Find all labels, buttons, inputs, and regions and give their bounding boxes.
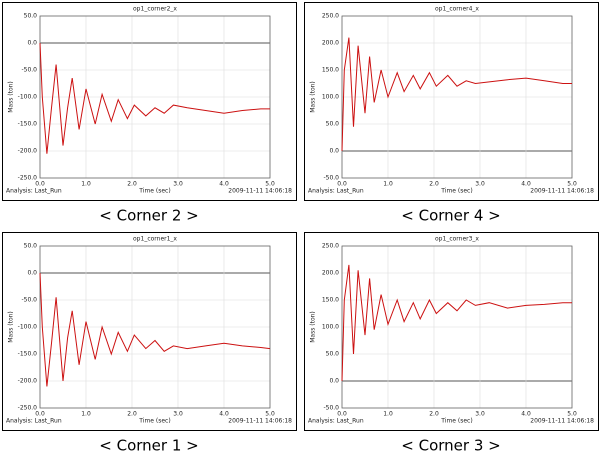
x-tick-label: 3.0	[173, 181, 183, 188]
x-tick-label: 5.0	[567, 181, 577, 188]
plot-frame	[39, 15, 271, 179]
data-line	[39, 42, 270, 154]
x-tick-label: 0.0	[337, 411, 347, 418]
y-tick-label: -100.0	[18, 324, 38, 331]
x-axis-label: Time (sec)	[440, 188, 472, 195]
timestamp: 2009-11-11 14:06:18	[530, 418, 594, 425]
x-tick-label: 4.0	[521, 181, 531, 188]
y-tick-label: 150.0	[322, 67, 339, 74]
y-tick-label: 250.0	[322, 243, 339, 250]
x-tick-label: 0.0	[35, 181, 45, 188]
caption: < Corner 2 >	[99, 207, 198, 225]
y-tick-label: -150.0	[18, 351, 38, 358]
x-axis-label: Time (sec)	[440, 418, 472, 425]
y-tick-label: -50.0	[21, 297, 37, 304]
y-tick-label: -50.0	[323, 175, 339, 182]
y-tick-label: 0.0	[27, 40, 37, 47]
plot-frame	[341, 15, 573, 179]
chart-title: op1_corner1_x	[133, 236, 177, 243]
x-tick-label: 4.0	[219, 411, 229, 418]
y-tick-label: 0.0	[329, 378, 339, 385]
y-tick-label: 150.0	[322, 297, 339, 304]
x-tick-label: 1.0	[81, 181, 91, 188]
x-tick-label: 2.0	[429, 411, 439, 418]
y-axis-label: Mass (ton)	[310, 311, 317, 343]
y-tick-label: -200.0	[18, 378, 38, 385]
panel-frame	[2, 232, 297, 431]
y-tick-label: 100.0	[322, 324, 339, 331]
chart-panel: op1_corner1_x -250.0 -200.0 -150.0 -100.0 -50…	[2, 232, 297, 431]
x-tick-label: 1.0	[81, 411, 91, 418]
panel-frame	[304, 232, 599, 431]
y-tick-label: 200.0	[322, 40, 339, 47]
y-tick-label: 50.0	[326, 121, 340, 128]
analysis-label: Analysis: Last_Run	[6, 188, 62, 195]
y-tick-label: -50.0	[21, 67, 37, 74]
x-tick-label: 2.0	[127, 181, 137, 188]
y-tick-label: 50.0	[24, 243, 38, 250]
y-axis-label: Mass (ton)	[8, 311, 15, 343]
caption: < Corner 1 >	[99, 437, 198, 455]
y-tick-label: 50.0	[326, 351, 340, 358]
analysis-label: Analysis: Last_Run	[308, 418, 364, 425]
x-axis-label: Time (sec)	[138, 418, 170, 425]
x-tick-label: 5.0	[265, 411, 275, 418]
chart-panel: op1_corner4_x-50.00.050.0100.0150.0200.0…	[304, 2, 599, 201]
y-tick-label: -200.0	[18, 148, 38, 155]
chart-panel: op1_corner2_x -250.0 -200.0 -150.0 -100.0 -50…	[2, 2, 297, 201]
panel-frame	[2, 2, 297, 201]
plot-frame	[39, 245, 271, 409]
x-tick-label: 4.0	[219, 181, 229, 188]
caption: < Corner 3 >	[401, 437, 500, 455]
x-tick-label: 2.0	[127, 411, 137, 418]
data-line	[341, 37, 572, 152]
x-tick-label: 1.0	[383, 411, 393, 418]
x-tick-label: 5.0	[567, 411, 577, 418]
chart-title: op1_corner3_x	[435, 236, 479, 243]
chart-title: op1_corner4_x	[435, 6, 479, 13]
y-axis-label: Mass (ton)	[8, 81, 15, 113]
chart-title: op1_corner2_x	[133, 6, 177, 13]
data-line	[341, 264, 572, 382]
caption: < Corner 4 >	[401, 207, 500, 225]
plot-frame	[341, 245, 573, 409]
y-tick-label: 0.0	[329, 148, 339, 155]
x-tick-label: 3.0	[475, 181, 485, 188]
chart-panel: op1_corner3_x-50.00.050.0100.0150.0200.0…	[304, 232, 599, 431]
x-tick-label: 1.0	[383, 181, 393, 188]
y-tick-label: -50.0	[323, 405, 339, 412]
y-tick-label: -150.0	[18, 121, 38, 128]
y-tick-label: 250.0	[322, 13, 339, 20]
x-tick-label: 2.0	[429, 181, 439, 188]
timestamp: 2009-11-11 14:06:18	[228, 188, 292, 195]
panel-frame	[304, 2, 599, 201]
x-tick-label: 0.0	[337, 181, 347, 188]
x-tick-label: 3.0	[173, 411, 183, 418]
analysis-label: Analysis: Last_Run	[6, 418, 62, 425]
analysis-label: Analysis: Last_Run	[308, 188, 364, 195]
x-tick-label: 4.0	[521, 411, 531, 418]
y-tick-label: 0.0	[27, 270, 37, 277]
x-axis-label: Time (sec)	[138, 188, 170, 195]
y-tick-label: -250.0	[18, 175, 38, 182]
y-tick-label: -100.0	[18, 94, 38, 101]
data-line	[39, 272, 271, 387]
x-tick-label: 5.0	[265, 181, 275, 188]
x-tick-label: 3.0	[475, 411, 485, 418]
y-tick-label: 50.0	[24, 13, 38, 20]
y-tick-label: 100.0	[322, 94, 339, 101]
y-tick-label: -250.0	[18, 405, 38, 412]
timestamp: 2009-11-11 14:06:18	[530, 188, 594, 195]
x-tick-label: 0.0	[35, 411, 45, 418]
y-tick-label: 200.0	[322, 270, 339, 277]
timestamp: 2009-11-11 14:06:18	[228, 418, 292, 425]
y-axis-label: Mass (ton)	[310, 81, 317, 113]
